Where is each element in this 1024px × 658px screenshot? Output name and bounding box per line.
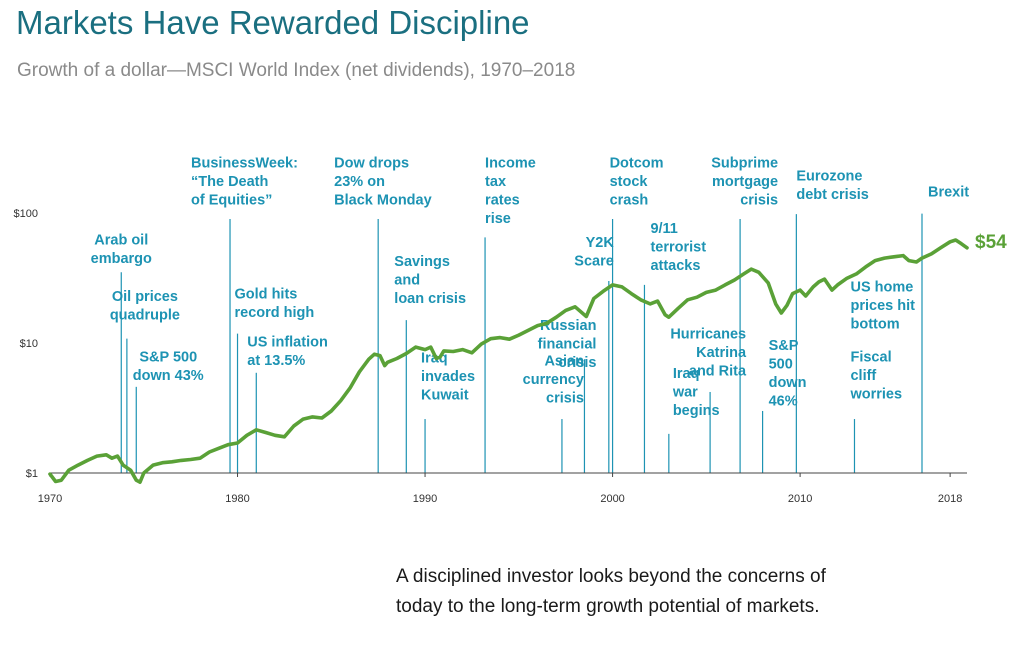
annotation-lines <box>121 214 922 473</box>
annotation-label-21: Fiscal cliff worries <box>849 350 902 403</box>
annotation-label-8: Savings and loan crisis <box>394 254 466 307</box>
annotation-label-19: S&P 500 down 46% <box>769 338 807 410</box>
end-value-label: $54 <box>975 232 1007 253</box>
annotation-label-5: Gold hits record high <box>235 286 315 321</box>
annotation-label-10: Income tax rates rise <box>485 155 536 227</box>
annotation-label-23: Brexit <box>928 184 969 200</box>
annotation-label-14: Dotcom stock crash <box>610 155 664 208</box>
x-tick-label-1980: 1980 <box>225 493 249 505</box>
chart-canvas: Arab oil embargo Oil prices quadruple S&P 50… <box>0 0 1024 540</box>
annotation-label-4: BusinessWeek: “The Death of Equities” <box>191 155 298 208</box>
annotation-label-6: US inflation at 13.5% <box>247 334 328 369</box>
annotation-label-22: US home prices hit bottom <box>850 279 915 332</box>
x-tick-label-2010: 2010 <box>788 493 812 505</box>
annotation-label-13: Y2K Scare <box>574 235 614 270</box>
annotation-label-20: Eurozone debt crisis <box>796 168 869 203</box>
annotation-label-1: Arab oil embargo <box>91 233 152 268</box>
x-tick-label-1970: 1970 <box>38 493 62 505</box>
annotation-label-9: Iraq invades Kuwait <box>421 350 475 403</box>
annotation-label-3: S&P 500 down 43% <box>133 350 204 385</box>
annotation-label-7: Dow drops 23% on Black Monday <box>334 155 432 208</box>
y-tick-label-1: $1 <box>26 468 38 480</box>
y-tick-label-10: $10 <box>20 338 38 350</box>
y-tick-label-100: $100 <box>14 208 38 220</box>
x-tick-label-1990: 1990 <box>413 493 437 505</box>
x-tick-label-2000: 2000 <box>600 493 624 505</box>
annotation-label-15: 9/11 terrorist attacks <box>650 221 706 274</box>
annotation-label-18: Subprime mortgage crisis <box>711 155 778 208</box>
annotation-label-2: Oil prices quadruple <box>110 289 180 324</box>
x-tick-label-2018: 2018 <box>938 493 962 505</box>
caption-text: A disciplined investor looks beyond the … <box>396 562 836 622</box>
